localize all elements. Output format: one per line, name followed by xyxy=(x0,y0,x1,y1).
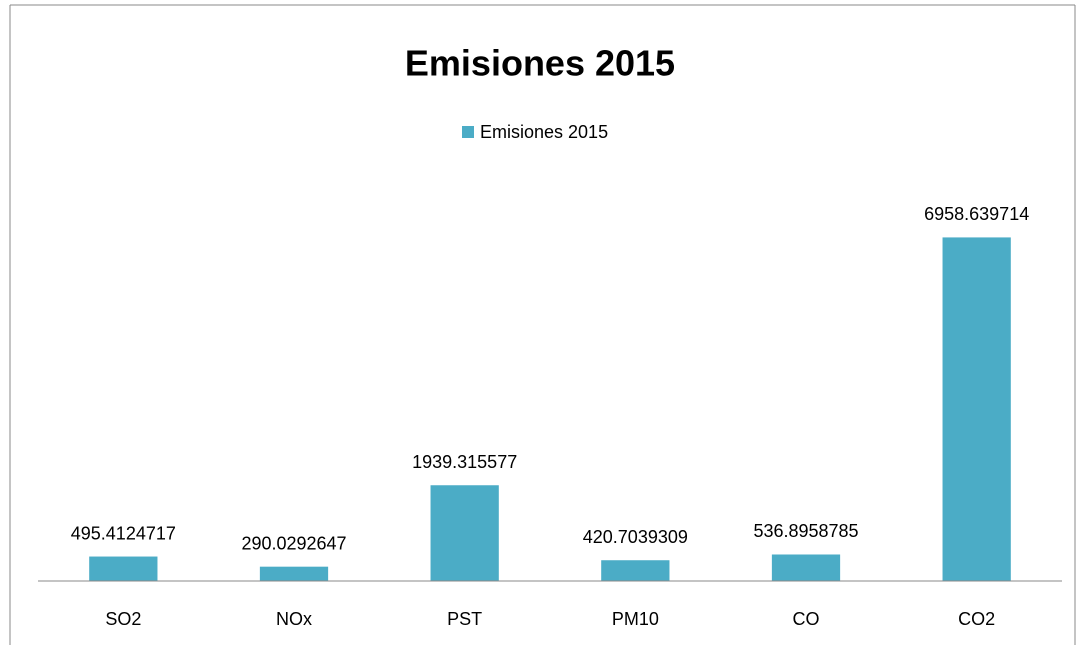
x-tick-label: NOx xyxy=(276,609,312,629)
data-label: 1939.315577 xyxy=(412,452,517,472)
data-label: 290.0292647 xyxy=(241,533,346,553)
bar xyxy=(771,554,841,581)
x-tick-label: CO xyxy=(793,609,820,629)
bar xyxy=(430,485,499,581)
x-tick-label: SO2 xyxy=(105,609,141,629)
bar xyxy=(601,560,670,581)
data-label: 495.4124717 xyxy=(71,523,176,543)
bar xyxy=(942,237,1011,581)
legend-swatch xyxy=(462,126,474,138)
bar xyxy=(89,556,158,581)
data-label: 420.7039309 xyxy=(583,527,688,547)
chart-title: Emisiones 2015 xyxy=(405,43,675,84)
data-label: 6958.639714 xyxy=(924,204,1029,224)
data-label: 536.8958785 xyxy=(753,521,858,541)
x-tick-label: CO2 xyxy=(958,609,995,629)
x-tick-label: PST xyxy=(447,609,482,629)
bar xyxy=(259,566,329,581)
x-tick-label: PM10 xyxy=(612,609,659,629)
legend-label: Emisiones 2015 xyxy=(480,122,608,142)
